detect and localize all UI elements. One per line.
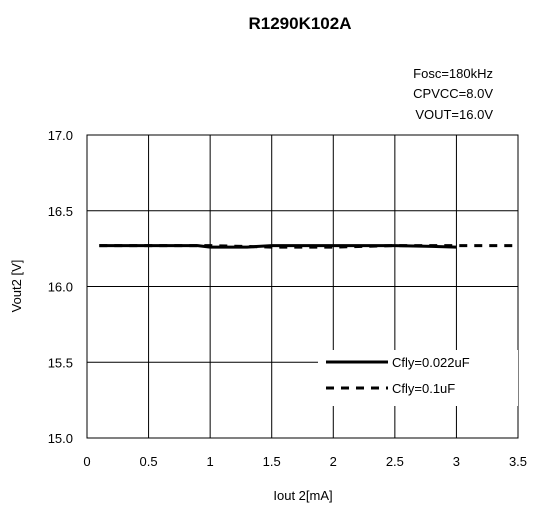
x-tick-label: 3.5 (509, 454, 527, 469)
condition-cpvcc: CPVCC=8.0V (413, 86, 493, 101)
y-tick-label: 16.5 (48, 204, 73, 219)
x-tick-label: 0.5 (140, 454, 158, 469)
x-tick-label: 0 (83, 454, 90, 469)
x-tick-labels: 0 0.5 1 1.5 2 2.5 3 3.5 (83, 454, 527, 469)
condition-vout: VOUT=16.0V (415, 107, 493, 122)
y-axis-label: Vout2 [V] (9, 260, 24, 313)
x-tick-label: 1 (207, 454, 214, 469)
x-axis-label: Iout 2[mA] (273, 488, 332, 503)
y-tick-label: 17.0 (48, 128, 73, 143)
legend: Cfly=0.022uF Cfly=0.1uF (318, 350, 518, 406)
x-tick-label: 3 (453, 454, 460, 469)
plot-frame (86, 134, 519, 439)
y-tick-label: 15.5 (48, 355, 73, 370)
legend-label-2: Cfly=0.1uF (392, 381, 455, 396)
grid (87, 135, 518, 438)
y-tick-labels: 15.0 15.5 16.0 16.5 17.0 (48, 128, 73, 446)
y-tick-label: 15.0 (48, 431, 73, 446)
condition-fosc: Fosc=180kHz (413, 66, 493, 81)
chart-title: R1290K102A (248, 14, 351, 33)
x-tick-label: 2.5 (386, 454, 404, 469)
legend-label-1: Cfly=0.022uF (392, 355, 470, 370)
y-tick-label: 16.0 (48, 280, 73, 295)
series-line-1 (99, 244, 457, 249)
legend-background (318, 350, 518, 406)
series-group (99, 244, 518, 249)
test-conditions: Fosc=180kHz CPVCC=8.0V VOUT=16.0V (413, 66, 493, 122)
x-tick-label: 2 (330, 454, 337, 469)
x-tick-label: 1.5 (263, 454, 281, 469)
series-line-2 (99, 244, 518, 249)
